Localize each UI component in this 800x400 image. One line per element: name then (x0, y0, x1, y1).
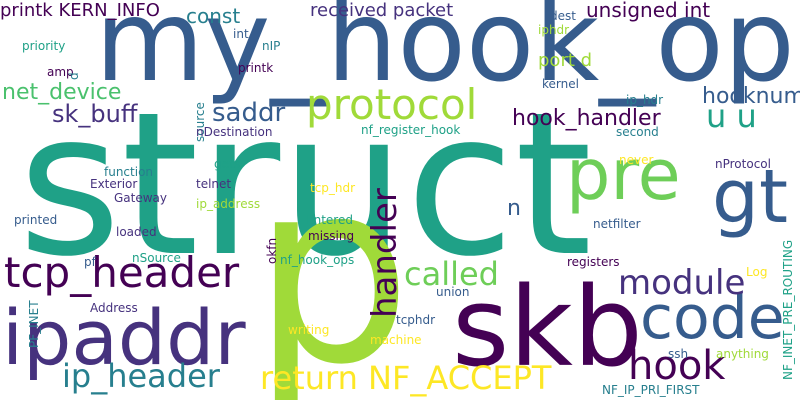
word-log: Log (746, 265, 768, 279)
word-registers: registers (567, 255, 620, 269)
word-tcphdr: tcphdr (396, 313, 436, 327)
word-nprotocol: nProtocol (715, 157, 771, 171)
word-loaded: loaded (116, 225, 157, 239)
word-gets: gets (214, 157, 240, 171)
word-priority: priority (22, 39, 66, 53)
word-printed: printed (14, 213, 58, 227)
word-ipaddr: ipaddr (2, 293, 246, 382)
word-anything: anything (716, 347, 769, 361)
word-u-u: u u (706, 97, 757, 135)
word-gt: gt (712, 154, 788, 240)
word-protocol: protocol (306, 80, 478, 129)
word-ssh: ssh (668, 347, 689, 361)
word-okfn: okfn (265, 237, 279, 264)
word-gateway: Gateway (114, 191, 168, 205)
word-writing: writing (288, 323, 330, 337)
word-saddr: saddr (212, 98, 286, 128)
word-nf-hook-ops: nf_hook_ops (280, 253, 355, 267)
word-iphdr: iphdr (538, 23, 570, 37)
word-net-device: net_device (2, 80, 122, 105)
word-nf-register-hook: nf_register_hook (361, 123, 461, 137)
word-hook-handler: hook_handler (512, 106, 661, 131)
word-sk-buff: sk_buff (52, 100, 138, 128)
word-printk-kern-info: printk KERN_INFO (0, 0, 160, 21)
word-nf-ip-pri-first: NF_IP_PRI_FIRST (602, 383, 700, 397)
word-port-d: port d (538, 50, 593, 71)
word-received-packet: received packet (310, 0, 454, 21)
word-ip-header: ip_header (62, 357, 220, 395)
word-unsigned-int: unsigned int (586, 0, 711, 22)
word-handler: handler (365, 188, 405, 318)
word-d: d (67, 72, 81, 80)
word-printk: printk (238, 61, 274, 75)
word-machine: machine (370, 333, 422, 347)
word-entered: Entered (306, 213, 353, 227)
word-module: module (618, 263, 746, 303)
word-second: second (616, 125, 659, 139)
word-const: const (186, 4, 241, 28)
word-ip-hdr: ip_hdr (626, 93, 664, 107)
word-exterior: Exterior (90, 177, 138, 191)
word-hook: hook (628, 343, 726, 389)
word-pf: pf (84, 255, 96, 269)
word-hooknum: hooknum (702, 84, 800, 109)
word-telnet: telnet (196, 177, 232, 191)
word-struct: struct (18, 69, 593, 300)
word-p: p (252, 127, 412, 400)
word-nf-inet-pre-routing: NF_INET_PRE_ROUTING (781, 239, 795, 380)
word-union: union (436, 285, 470, 299)
word-ndestination: nDestination (196, 125, 273, 139)
word-address: Address (90, 301, 138, 315)
word-n: n (507, 196, 521, 221)
word-never: never (619, 153, 654, 167)
word-return-nf-accept: return NF_ACCEPT (260, 359, 552, 397)
word-pf-inet: PF_INET (27, 300, 41, 348)
word-int: int (233, 27, 249, 41)
word-ip-address: ip_address (196, 197, 261, 211)
word-dest: dest (550, 9, 576, 23)
word-nip: nIP (262, 39, 281, 53)
word-missing: missing (308, 229, 355, 243)
word-tcp-header: tcp_header (4, 248, 240, 297)
word-tcp-hdr: tcp_hdr (310, 181, 356, 195)
word-netfilter: netfilter (593, 217, 641, 231)
word-pre: pre (566, 134, 681, 216)
word-skb: skb (452, 263, 643, 391)
word-amp: amp (47, 65, 74, 79)
word-code: code (640, 283, 785, 353)
word-called: called (404, 255, 499, 293)
word-nsource: nSource (132, 251, 181, 265)
word-my-hook-ops: my_hook_ops (95, 0, 800, 107)
word-kernel: kernel (542, 77, 579, 91)
word-function: function (104, 165, 154, 179)
